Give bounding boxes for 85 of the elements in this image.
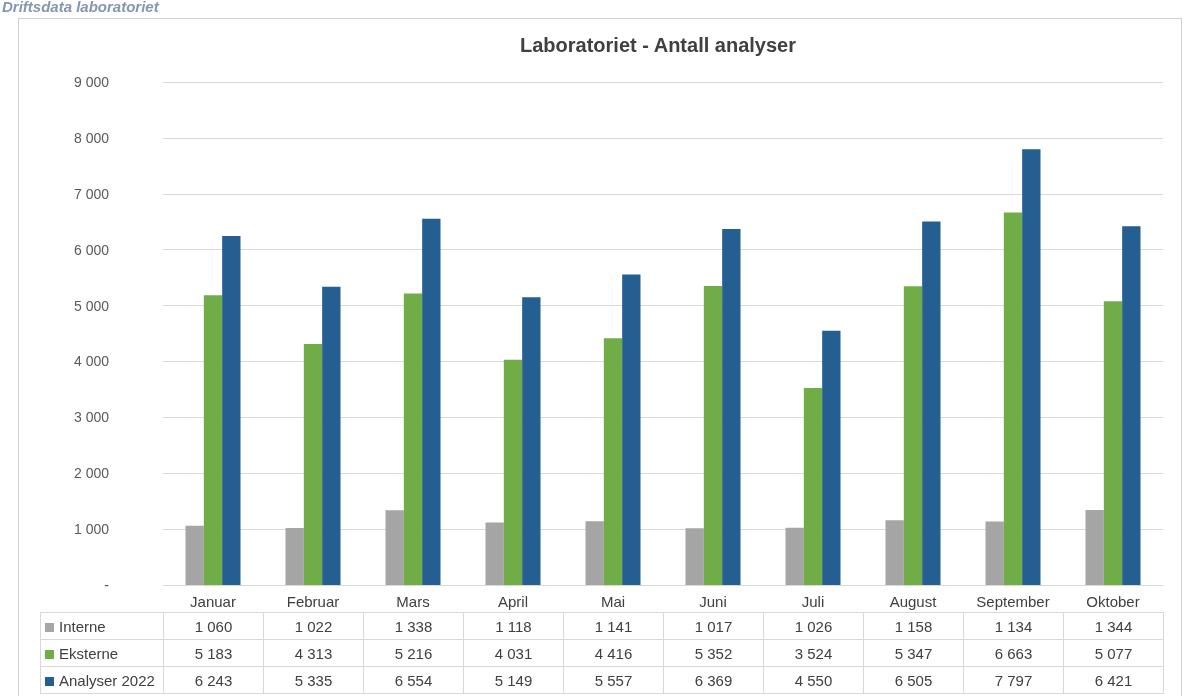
bar: [185, 525, 204, 585]
data-label: 6 243: [163, 666, 264, 694]
y-tick-label: 6 000: [73, 241, 110, 258]
bar: [585, 521, 604, 585]
y-tick-label: 5 000: [73, 297, 110, 314]
y-tick-label: 7 000: [73, 185, 110, 202]
bar: [685, 528, 704, 585]
bar: [1085, 509, 1104, 585]
y-tick-label: 9 000: [73, 74, 110, 90]
data-label: 5 347: [863, 639, 964, 667]
data-label: 1 344: [1063, 612, 1164, 640]
bar: [722, 229, 741, 585]
data-label: 5 557: [563, 666, 664, 694]
bar: [203, 295, 223, 585]
data-label: 4 031: [463, 639, 564, 667]
x-tick-label: August: [889, 593, 938, 610]
data-label: 7 797: [963, 666, 1064, 694]
data-label: 1 118: [463, 612, 564, 640]
bar: [222, 236, 241, 585]
bar: [1122, 226, 1141, 585]
x-tick-label: Mars: [396, 593, 430, 610]
data-label: 1 338: [363, 612, 464, 640]
data-label: 5 183: [163, 639, 264, 667]
x-tick-label: Februar: [286, 593, 340, 610]
x-tick-label: Juni: [699, 593, 727, 610]
y-tick-label: 3 000: [73, 409, 110, 426]
bar: [803, 388, 823, 585]
x-tick-label: Juli: [801, 593, 825, 610]
bar: [622, 274, 641, 585]
x-tick-label: April: [497, 593, 529, 610]
bar: [1003, 212, 1023, 585]
data-label: 1 022: [263, 612, 364, 640]
data-label: 5 216: [363, 639, 464, 667]
legend-label: Eksterne: [40, 639, 164, 667]
bar: [785, 527, 804, 585]
bar: [985, 521, 1004, 585]
data-label: 5 149: [463, 666, 564, 694]
x-tick-label: Oktober: [1086, 593, 1140, 610]
chart-title: Laboratoriet - Antall analyser: [520, 34, 797, 56]
y-tick-label: 8 000: [73, 129, 110, 146]
y-tick-label: 4 000: [73, 353, 110, 370]
legend-label: Interne: [40, 612, 164, 640]
bar: [522, 297, 541, 585]
data-label: 5 335: [263, 666, 364, 694]
bar: [485, 522, 504, 585]
bar: [503, 359, 523, 585]
bar: [322, 286, 341, 585]
x-tick-label: September: [976, 593, 1050, 610]
y-tick-label: -: [104, 577, 110, 593]
data-label: 6 663: [963, 639, 1064, 667]
data-label: 4 550: [763, 666, 864, 694]
y-tick-label: 2 000: [73, 465, 110, 482]
bar: [703, 285, 723, 585]
bar: [922, 221, 941, 585]
bar: [1022, 149, 1041, 585]
data-label: 1 060: [163, 612, 264, 640]
data-label: 6 421: [1063, 666, 1164, 694]
data-label: 1 134: [963, 612, 1064, 640]
data-label: 6 554: [363, 666, 464, 694]
data-label: 6 505: [863, 666, 964, 694]
x-tick-label: Januar: [190, 593, 236, 610]
x-tick-label: Mai: [600, 593, 626, 610]
bar: [822, 330, 841, 585]
data-label: 6 369: [663, 666, 764, 694]
data-label: 1 141: [563, 612, 664, 640]
data-label: 5 077: [1063, 639, 1164, 667]
bar: [1103, 301, 1123, 585]
bar: [903, 286, 923, 585]
bar: [422, 218, 441, 585]
data-label: 3 524: [763, 639, 864, 667]
text: Driftsdata laboratoriet: [2, 0, 159, 15]
bar: [285, 527, 304, 585]
bar: [403, 293, 423, 585]
legend-label: Analyser 2022: [40, 666, 164, 694]
y-tick-label: 1 000: [73, 521, 110, 538]
data-label: 5 352: [663, 639, 764, 667]
bar: [303, 343, 323, 585]
data-label: 4 313: [263, 639, 364, 667]
bar: [385, 510, 404, 585]
data-label: 1 158: [863, 612, 964, 640]
data-label: 4 416: [563, 639, 664, 667]
bar: [603, 338, 623, 585]
bar: [885, 520, 904, 585]
data-label: 1 017: [663, 612, 764, 640]
data-label: 1 026: [763, 612, 864, 640]
